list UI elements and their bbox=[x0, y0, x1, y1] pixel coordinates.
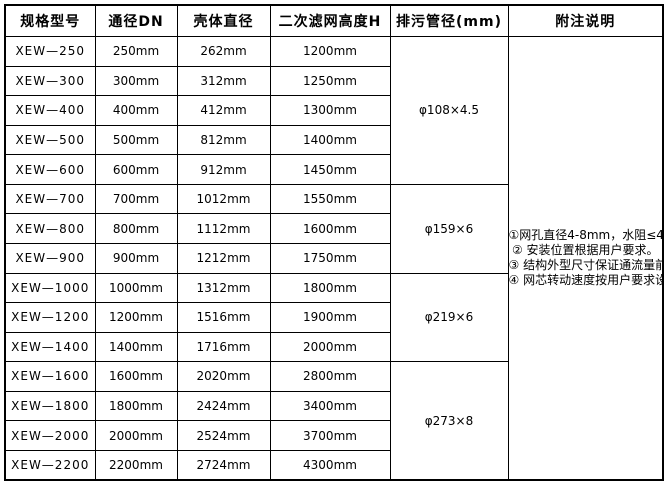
table-row: XEW—2200 2200mm 2724mm 4300mm bbox=[4, 449, 663, 481]
filter-height-cell: 1900mm bbox=[269, 302, 391, 333]
shell-diameter-cell: 1212mm bbox=[176, 242, 271, 274]
shell-diameter-cell: 1012mm bbox=[176, 183, 271, 215]
model-cell: XEW—800 bbox=[4, 213, 96, 244]
model-cell: XEW—1400 bbox=[4, 331, 96, 363]
model-cell: XEW—2000 bbox=[4, 420, 96, 451]
header-notes: 附注说明 bbox=[507, 4, 664, 37]
dn-cell: 700mm bbox=[94, 183, 178, 215]
model-cell: XEW—900 bbox=[4, 242, 96, 274]
table-row: XEW—800 800mm 1112mm 1600mm bbox=[4, 213, 663, 244]
dn-cell: 250mm bbox=[94, 36, 178, 67]
drain-pipe-cell: φ273×8 bbox=[389, 361, 509, 481]
note-line: ② 安装位置根据用户要求。 bbox=[511, 243, 659, 257]
shell-diameter-cell: 1716mm bbox=[176, 331, 271, 363]
filter-height-cell: 1200mm bbox=[269, 36, 391, 67]
dn-cell: 500mm bbox=[94, 124, 178, 156]
filter-height-cell: 1400mm bbox=[269, 124, 391, 156]
notes-cell: ①网孔直径4-8mm，水阻≤400mmH20柱。② 安装位置根据用户要求。③ 结… bbox=[507, 36, 664, 481]
shell-diameter-cell: 312mm bbox=[176, 65, 271, 97]
dn-cell: 600mm bbox=[94, 154, 178, 185]
filter-height-cell: 1600mm bbox=[269, 213, 391, 244]
filter-height-cell: 1250mm bbox=[269, 65, 391, 97]
table-row: XEW—250 250mm 262mm 1200mm φ108×4.5 ①网孔直径4-8m… bbox=[4, 36, 664, 481]
dn-cell: 1400mm bbox=[94, 331, 178, 363]
table-row: XEW—1600 1600mm 2020mm 2800mm φ273×8 bbox=[4, 361, 663, 481]
shell-diameter-cell: 1312mm bbox=[176, 272, 271, 304]
filter-height-cell: 3400mm bbox=[269, 390, 391, 422]
dn-cell: 2000mm bbox=[94, 420, 178, 451]
header-row: 规格型号 通径DN 壳体直径 二次滤网高度H 排污管径(mm) 附注说明 bbox=[4, 4, 664, 37]
table-row: XEW—400 400mm 412mm 1300mm bbox=[4, 95, 663, 126]
dn-cell: 1600mm bbox=[94, 361, 178, 392]
dn-cell: 1800mm bbox=[94, 390, 178, 422]
header-filter-height: 二次滤网高度H bbox=[269, 4, 391, 37]
drain-pipe-cell: φ108×4.5 bbox=[389, 36, 509, 185]
filter-height-cell: 1450mm bbox=[269, 154, 391, 185]
model-cell: XEW—1200 bbox=[4, 302, 96, 333]
note-line: ①网孔直径4-8mm，水阻≤400mmH20柱。 bbox=[508, 228, 663, 242]
filter-height-cell: 1550mm bbox=[269, 183, 391, 215]
table-row: XEW—2000 2000mm 2524mm 3700mm bbox=[4, 420, 663, 451]
model-cell: XEW—300 bbox=[4, 65, 96, 97]
drain-pipe-cell: φ219×6 bbox=[389, 272, 509, 363]
filter-height-cell: 2800mm bbox=[269, 361, 391, 392]
note-line: ③ 结构外型尺寸保证通流量前提下，按用户要求设计。 bbox=[508, 258, 662, 272]
model-cell: XEW—1600 bbox=[4, 361, 96, 392]
table-row: XEW—1800 1800mm 2424mm 3400mm bbox=[4, 390, 663, 422]
shell-diameter-cell: 412mm bbox=[176, 95, 271, 126]
shell-diameter-cell: 912mm bbox=[176, 154, 271, 185]
shell-diameter-cell: 2424mm bbox=[176, 390, 271, 422]
spec-table-body: XEW—250 250mm 262mm 1200mm φ108×4.5 ①网孔直径4-8m… bbox=[4, 36, 664, 481]
model-cell: XEW—500 bbox=[4, 124, 96, 156]
table-row: XEW—300 300mm 312mm 1250mm bbox=[4, 65, 663, 97]
model-cell: XEW—700 bbox=[4, 183, 96, 215]
shell-diameter-cell: 1112mm bbox=[176, 213, 271, 244]
header-shell-diameter: 壳体直径 bbox=[176, 4, 271, 37]
shell-diameter-cell: 2724mm bbox=[176, 449, 271, 481]
table-row: XEW—500 500mm 812mm 1400mm bbox=[4, 124, 663, 156]
filter-height-cell: 2000mm bbox=[269, 331, 391, 363]
spec-table: 规格型号 通径DN 壳体直径 二次滤网高度H 排污管径(mm) 附注说明 XEW… bbox=[4, 4, 664, 481]
shell-diameter-cell: 2020mm bbox=[176, 361, 271, 392]
filter-height-cell: 1750mm bbox=[269, 242, 391, 274]
model-cell: XEW—250 bbox=[4, 36, 96, 67]
dn-cell: 1200mm bbox=[94, 302, 178, 333]
table-row: XEW—600 600mm 912mm 1450mm bbox=[4, 154, 663, 185]
shell-diameter-cell: 812mm bbox=[176, 124, 271, 156]
drain-pipe-cell: φ159×6 bbox=[389, 183, 509, 274]
note-line: ④ 网芯转动速度按用户要求设计。一般控制在8转/分钟以下。 bbox=[508, 273, 662, 287]
header-drain-pipe: 排污管径(mm) bbox=[389, 4, 509, 37]
dn-cell: 400mm bbox=[94, 95, 178, 126]
table-row: XEW—700 700mm 1012mm 1550mm φ159×6 bbox=[4, 183, 663, 274]
dn-cell: 1000mm bbox=[94, 272, 178, 304]
model-cell: XEW—400 bbox=[4, 95, 96, 126]
table-row: XEW—900 900mm 1212mm 1750mm bbox=[4, 242, 663, 274]
shell-diameter-cell: 1516mm bbox=[176, 302, 271, 333]
dn-cell: 900mm bbox=[94, 242, 178, 274]
dn-cell: 2200mm bbox=[94, 449, 178, 481]
table-row: XEW—1000 1000mm 1312mm 1800mm φ219×6 bbox=[4, 272, 663, 363]
model-cell: XEW—1800 bbox=[4, 390, 96, 422]
filter-height-cell: 1300mm bbox=[269, 95, 391, 126]
model-cell: XEW—2200 bbox=[4, 449, 96, 481]
filter-height-cell: 1800mm bbox=[269, 272, 391, 304]
header-model: 规格型号 bbox=[4, 4, 96, 37]
filter-height-cell: 4300mm bbox=[269, 449, 391, 481]
model-cell: XEW—1000 bbox=[4, 272, 96, 304]
dn-cell: 300mm bbox=[94, 65, 178, 97]
header-dn: 通径DN bbox=[94, 4, 178, 37]
shell-diameter-cell: 262mm bbox=[176, 36, 271, 67]
dn-cell: 800mm bbox=[94, 213, 178, 244]
model-cell: XEW—600 bbox=[4, 154, 96, 185]
shell-diameter-cell: 2524mm bbox=[176, 420, 271, 451]
filter-height-cell: 3700mm bbox=[269, 420, 391, 451]
